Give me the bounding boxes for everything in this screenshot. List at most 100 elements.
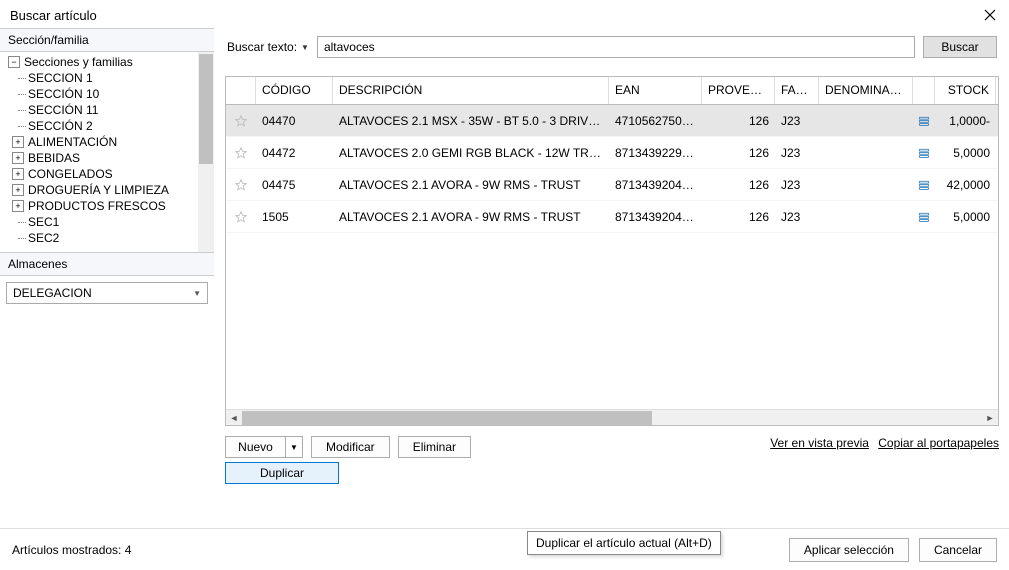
scrollbar-horizontal[interactable]: ◄ ► — [226, 409, 998, 425]
cell-descripcion: ALTAVOCES 2.0 GEMI RGB BLACK - 12W TRUST — [333, 146, 609, 160]
tree-item-label: SECCIÓN 11 — [28, 103, 98, 117]
window-title: Buscar artículo — [10, 8, 97, 23]
cell-codigo: 1505 — [256, 210, 333, 224]
eliminar-button[interactable]: Eliminar — [398, 436, 471, 458]
table-row[interactable]: 04472ALTAVOCES 2.0 GEMI RGB BLACK - 12W … — [226, 137, 998, 169]
scroll-left-icon[interactable]: ◄ — [226, 410, 242, 426]
expand-icon[interactable]: + — [12, 136, 24, 148]
tree-item[interactable]: + BEBIDAS — [6, 150, 214, 166]
tree-item[interactable]: + PRODUCTOS FRESCOS — [6, 198, 214, 214]
cell-proveedor: 126 — [702, 146, 775, 160]
row-detail-icon[interactable] — [913, 114, 935, 128]
row-detail-icon[interactable] — [913, 210, 935, 224]
tree-item[interactable]: SECCIÓN 10 — [6, 86, 214, 102]
cell-familia: J23 — [775, 114, 819, 128]
action-links: Ver en vista previa Copiar al portapapel… — [764, 436, 999, 450]
search-button[interactable]: Buscar — [923, 36, 997, 58]
col-stock[interactable]: STOCK — [935, 77, 996, 104]
tree-item-label: SEC2 — [28, 231, 59, 245]
cell-familia: J23 — [775, 210, 819, 224]
cell-codigo: 04470 — [256, 114, 333, 128]
row-detail-icon[interactable] — [913, 178, 935, 192]
copy-clipboard-link[interactable]: Copiar al portapapeles — [878, 436, 999, 450]
tree-item[interactable]: + CONGELADOS — [6, 166, 214, 182]
col-descripcion[interactable]: DESCRIPCIÓN — [333, 77, 609, 104]
apply-selection-button[interactable]: Aplicar selección — [789, 538, 909, 562]
tree-item-label: BEBIDAS — [28, 151, 80, 165]
col-star[interactable] — [226, 77, 256, 104]
expand-icon[interactable]: + — [12, 200, 24, 212]
expand-icon[interactable]: + — [12, 184, 24, 196]
scroll-thumb-h[interactable] — [242, 411, 652, 425]
tree-item-label: PRODUCTOS FRESCOS — [28, 199, 166, 213]
cell-proveedor: 126 — [702, 210, 775, 224]
col-denominacion[interactable]: DENOMINACI... — [819, 77, 913, 104]
scroll-thumb[interactable] — [199, 54, 213, 164]
cell-ean: 8713439204421 — [609, 210, 702, 224]
cell-ean: 4710562750362 — [609, 114, 702, 128]
right-panel: Buscar texto: ▼ Buscar CÓDIGO DESCRIPCIÓ… — [215, 28, 1009, 526]
table-row[interactable]: 04470ALTAVOCES 2.1 MSX - 35W - BT 5.0 - … — [226, 105, 998, 137]
tree-item[interactable]: + DROGUERÍA Y LIMPIEZA — [6, 182, 214, 198]
results-grid: CÓDIGO DESCRIPCIÓN EAN PROVEEDOR FAMI...… — [225, 76, 999, 426]
cell-descripcion: ALTAVOCES 2.1 AVORA - 9W RMS - TRUST — [333, 178, 609, 192]
search-mode-dropdown-icon[interactable]: ▼ — [301, 43, 309, 52]
expand-icon[interactable]: + — [12, 168, 24, 180]
cell-stock: 1,0000- — [935, 114, 996, 128]
cell-ean: 8713439229486 — [609, 146, 702, 160]
cell-codigo: 04475 — [256, 178, 333, 192]
scroll-right-icon[interactable]: ► — [982, 410, 998, 426]
col-familia[interactable]: FAMI... — [775, 77, 819, 104]
cell-proveedor: 126 — [702, 178, 775, 192]
favorite-star-icon[interactable] — [226, 114, 256, 128]
count-label: Artículos mostrados: 4 — [12, 543, 131, 557]
grid-header: CÓDIGO DESCRIPCIÓN EAN PROVEEDOR FAMI...… — [226, 77, 998, 105]
tree-item-label: DROGUERÍA Y LIMPIEZA — [28, 183, 169, 197]
warehouse-select[interactable]: DELEGACION ▼ — [6, 282, 208, 304]
favorite-star-icon[interactable] — [226, 146, 256, 160]
cell-descripcion: ALTAVOCES 2.1 AVORA - 9W RMS - TRUST — [333, 210, 609, 224]
left-panel: Sección/familia − Secciones y familias S… — [0, 28, 215, 526]
col-codigo[interactable]: CÓDIGO — [256, 77, 333, 104]
table-row[interactable]: 04475ALTAVOCES 2.1 AVORA - 9W RMS - TRUS… — [226, 169, 998, 201]
tree-item[interactable]: SEC2 — [6, 230, 214, 246]
nuevo-button[interactable]: Nuevo — [225, 436, 285, 458]
expand-icon[interactable]: + — [12, 152, 24, 164]
row-detail-icon[interactable] — [913, 146, 935, 160]
cell-stock: 5,0000 — [935, 210, 996, 224]
modificar-button[interactable]: Modificar — [311, 436, 390, 458]
cell-codigo: 04472 — [256, 146, 333, 160]
tree-container: − Secciones y familias SECCION 1SECCIÓN … — [0, 52, 214, 252]
tree-item[interactable]: + ALIMENTACIÓN — [6, 134, 214, 150]
cell-stock: 42,0000 — [935, 178, 996, 192]
tree-item-label: ALIMENTACIÓN — [28, 135, 117, 149]
close-icon[interactable] — [981, 6, 999, 24]
tree-root-label: Secciones y familias — [24, 55, 133, 69]
cell-familia: J23 — [775, 178, 819, 192]
collapse-icon[interactable]: − — [8, 56, 20, 68]
search-input[interactable] — [317, 36, 915, 58]
favorite-star-icon[interactable] — [226, 210, 256, 224]
nuevo-dropdown[interactable]: ▼ — [285, 436, 303, 458]
col-ean[interactable]: EAN — [609, 77, 702, 104]
section-family-header: Sección/familia — [0, 28, 214, 52]
tree-item-label: SECCIÓN 2 — [28, 119, 93, 133]
tree-item[interactable]: SECCIÓN 11 — [6, 102, 214, 118]
col-proveedor[interactable]: PROVEEDOR — [702, 77, 775, 104]
footer: Artículos mostrados: 4 Aplicar selección… — [0, 528, 1009, 570]
scrollbar-vertical[interactable] — [198, 52, 214, 252]
favorite-star-icon[interactable] — [226, 178, 256, 192]
table-row[interactable]: 1505ALTAVOCES 2.1 AVORA - 9W RMS - TRUST… — [226, 201, 998, 233]
tree-item[interactable]: SECCIÓN 2 — [6, 118, 214, 134]
preview-link[interactable]: Ver en vista previa — [770, 436, 869, 450]
search-label: Buscar texto: — [227, 40, 297, 54]
tree-root[interactable]: − Secciones y familias — [6, 54, 214, 70]
duplicar-button[interactable]: Duplicar — [225, 462, 339, 484]
col-icon — [913, 77, 935, 104]
tree-item-label: CONGELADOS — [28, 167, 113, 181]
tree-item[interactable]: SEC1 — [6, 214, 214, 230]
cancel-button[interactable]: Cancelar — [919, 538, 997, 562]
tree-item-label: SECCION 1 — [28, 71, 93, 85]
chevron-down-icon: ▼ — [193, 289, 201, 298]
tree-item[interactable]: SECCION 1 — [6, 70, 214, 86]
